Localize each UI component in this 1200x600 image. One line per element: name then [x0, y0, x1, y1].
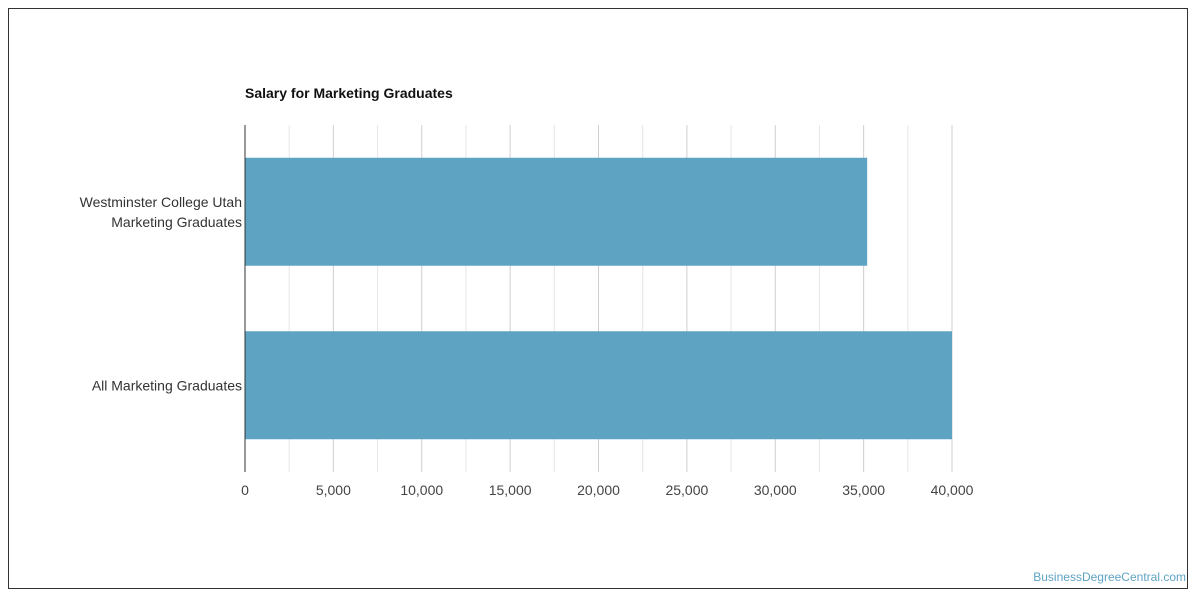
- labels: Westminster College Utah Marketing Gradua…: [80, 194, 974, 498]
- x-tick-label: 35,000: [842, 482, 885, 498]
- x-tick-label: 5,000: [316, 482, 351, 498]
- bar: [245, 331, 952, 440]
- watermark-text: BusinessDegreeCentral.com: [1033, 570, 1186, 584]
- x-tick-label: 10,000: [400, 482, 443, 498]
- chart-title: Salary for Marketing Graduates: [245, 85, 453, 101]
- x-tick-label: 20,000: [577, 482, 620, 498]
- bar: [245, 157, 868, 266]
- x-tick-label: 0: [241, 482, 249, 498]
- x-tick-label: 15,000: [489, 482, 532, 498]
- x-tick-label: 40,000: [931, 482, 974, 498]
- bars: [245, 157, 952, 440]
- x-tick-label: 25,000: [665, 482, 708, 498]
- category-label: Westminster College Utah Marketing Gradua…: [80, 194, 242, 230]
- category-label: All Marketing Graduates: [92, 377, 242, 393]
- x-tick-label: 30,000: [754, 482, 797, 498]
